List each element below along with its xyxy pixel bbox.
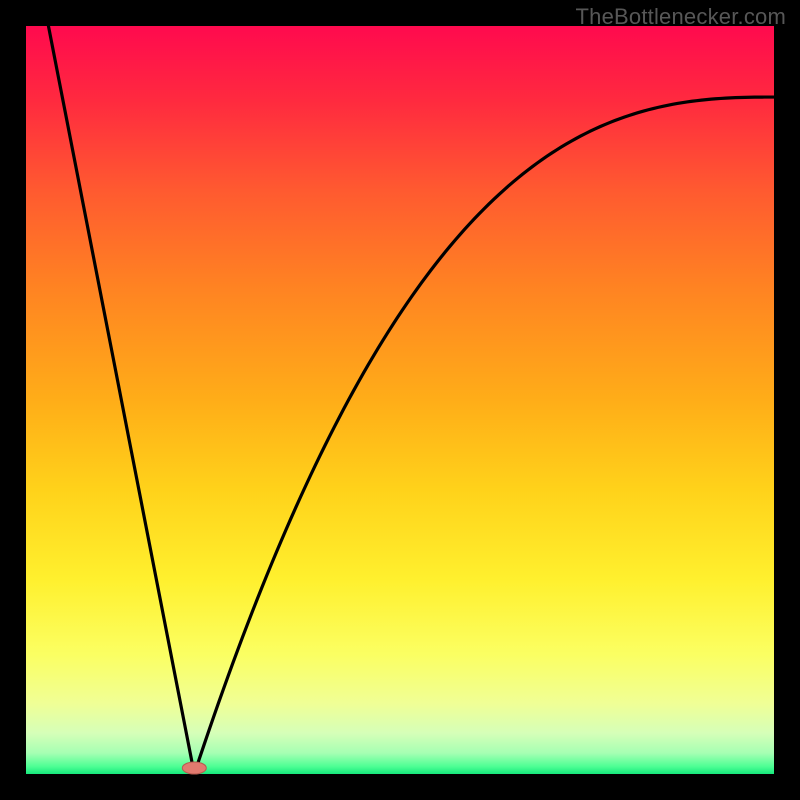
plot-background: [26, 26, 774, 774]
watermark-text: TheBottlenecker.com: [576, 4, 786, 30]
chart-svg: [0, 0, 800, 800]
minimum-marker: [182, 762, 206, 774]
chart-container: TheBottlenecker.com: [0, 0, 800, 800]
